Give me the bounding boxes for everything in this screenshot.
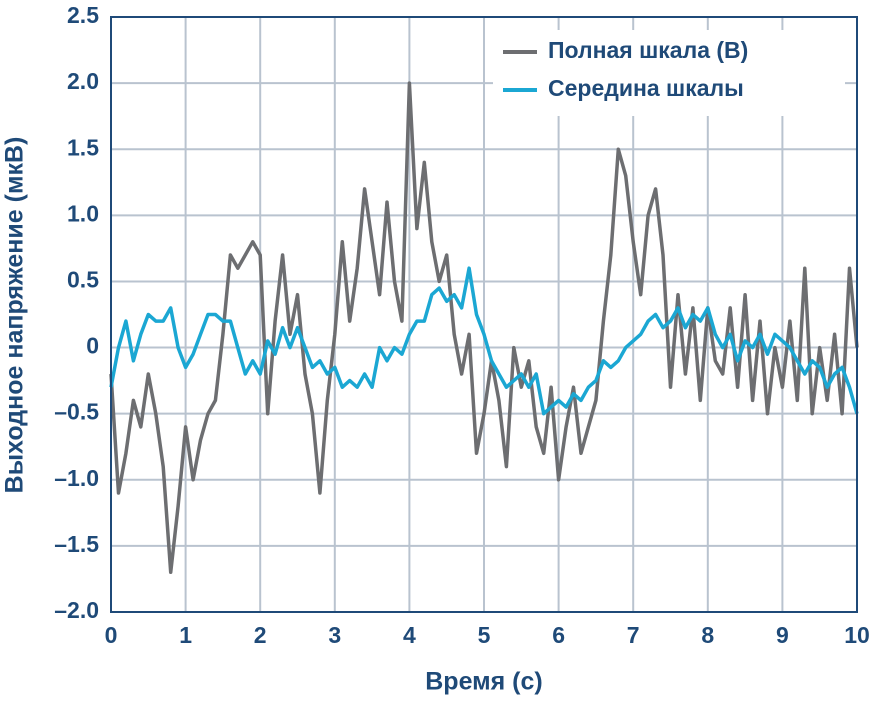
- x-tick-label: 2: [254, 622, 267, 648]
- x-tick-label: 6: [552, 622, 565, 648]
- x-tick-label: 3: [328, 622, 341, 648]
- y-axis-title: Выходное напряжение (мкВ): [1, 137, 29, 494]
- legend-label: Середина шкалы: [548, 75, 744, 101]
- series-line: [109, 266, 859, 416]
- x-tick-label: 9: [776, 622, 789, 648]
- x-tick-label: 4: [403, 622, 416, 648]
- x-tick-label: 0: [105, 622, 118, 648]
- y-tick-label: 0: [86, 333, 99, 359]
- y-tick-label: 2.0: [67, 68, 99, 94]
- y-tick-label: 1.5: [67, 134, 99, 160]
- legend-box: [493, 30, 845, 116]
- y-tick-label: –2.0: [54, 597, 99, 623]
- y-tick-label: 2.5: [67, 2, 99, 28]
- y-tick-label: –1.5: [54, 531, 99, 557]
- y-tick-label: –0.5: [54, 399, 99, 425]
- x-tick-label: 10: [844, 622, 870, 648]
- y-tick-label: –1.0: [54, 465, 99, 491]
- y-tick-label: 0.5: [67, 267, 99, 293]
- plot-frame: [110, 16, 858, 613]
- x-tick-label: 1: [179, 622, 192, 648]
- legend-label: Полная шкала (В): [548, 37, 748, 63]
- x-axis-title: Время (с): [425, 668, 542, 696]
- y-tick-label: 1.0: [67, 200, 99, 226]
- series-line: [109, 81, 859, 575]
- x-tick-label: 7: [627, 622, 640, 648]
- x-tick-label: 8: [701, 622, 714, 648]
- x-tick-label: 5: [478, 622, 491, 648]
